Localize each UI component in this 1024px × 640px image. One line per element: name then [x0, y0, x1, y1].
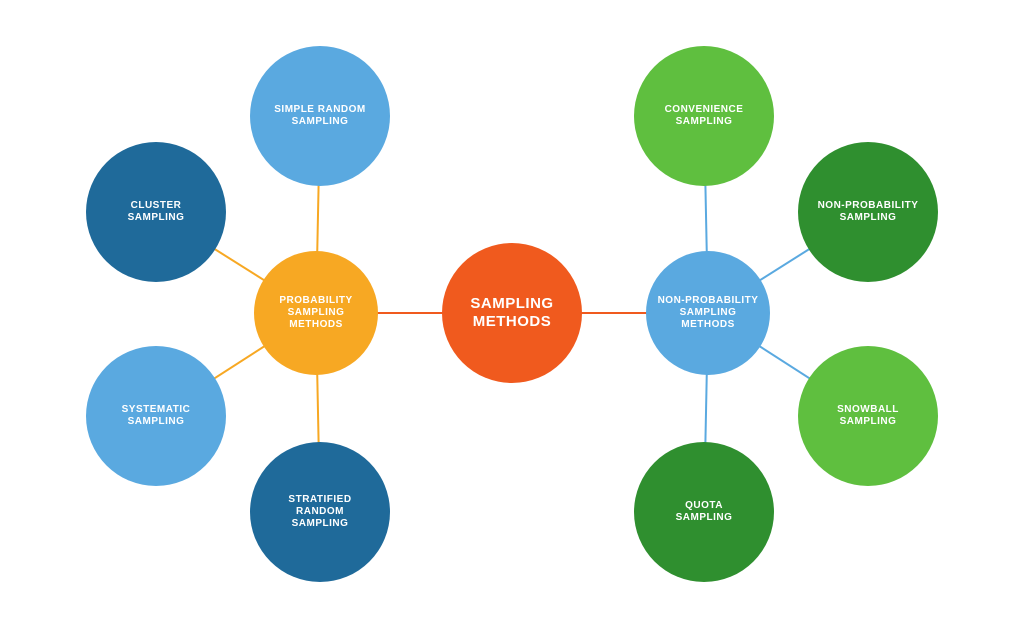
diagram-node-prob_hub: PROBABILITY SAMPLING METHODS	[254, 251, 378, 375]
sampling-methods-diagram: SAMPLING METHODS PROBABILITY SAMPLING MET…	[0, 0, 1024, 640]
diagram-node-stratified: STRATIFIED RANDOM SAMPLING	[250, 442, 390, 582]
diagram-node-label: SIMPLE RANDOM SAMPLING	[274, 104, 366, 128]
diagram-node-nonprob_hub: NON-PROBABILITY SAMPLING METHODS	[646, 251, 770, 375]
diagram-node-center: SAMPLING METHODS	[442, 243, 582, 383]
diagram-node-nonprob_leaf: NON-PROBABILITY SAMPLING	[798, 142, 938, 282]
diagram-node-systematic: SYSTEMATIC SAMPLING	[86, 346, 226, 486]
diagram-node-convenience: CONVENIENCE SAMPLING	[634, 46, 774, 186]
diagram-node-label: CONVENIENCE SAMPLING	[665, 104, 744, 128]
diagram-node-label: QUOTA SAMPLING	[676, 500, 733, 524]
diagram-node-label: NON-PROBABILITY SAMPLING METHODS	[658, 295, 759, 331]
diagram-node-label: SAMPLING METHODS	[470, 295, 553, 331]
diagram-node-label: SYSTEMATIC SAMPLING	[122, 404, 191, 428]
diagram-node-snowball: SNOWBALL SAMPLING	[798, 346, 938, 486]
diagram-node-cluster: CLUSTER SAMPLING	[86, 142, 226, 282]
diagram-node-label: SNOWBALL SAMPLING	[837, 404, 899, 428]
diagram-node-label: STRATIFIED RANDOM SAMPLING	[288, 494, 351, 530]
diagram-node-label: CLUSTER SAMPLING	[128, 200, 185, 224]
diagram-node-simple_random: SIMPLE RANDOM SAMPLING	[250, 46, 390, 186]
diagram-node-quota: QUOTA SAMPLING	[634, 442, 774, 582]
diagram-node-label: PROBABILITY SAMPLING METHODS	[279, 295, 352, 331]
diagram-node-label: NON-PROBABILITY SAMPLING	[818, 200, 919, 224]
